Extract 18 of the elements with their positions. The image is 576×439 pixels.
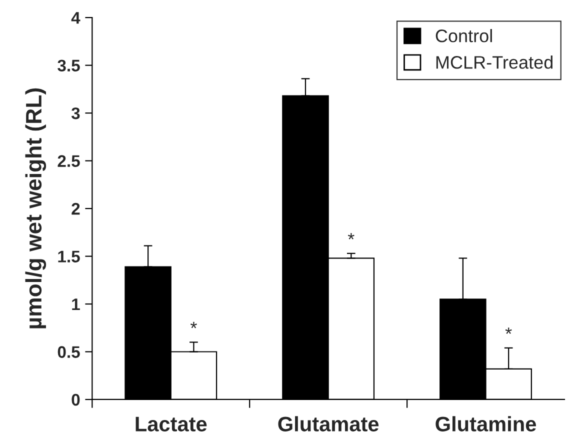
x-tick-label: Glutamine — [436, 416, 536, 432]
x-tick-label: Glutamate — [278, 416, 379, 432]
annotation: * — [348, 233, 354, 240]
y-tick-label: 4 — [71, 12, 80, 24]
y-tick-label: 2.5 — [58, 155, 80, 167]
legend-label: Control — [436, 29, 492, 42]
annotation: * — [190, 322, 197, 328]
y-axis-title: µmol/g wet weight (RL) — [25, 88, 46, 328]
annotation: * — [505, 328, 512, 334]
y-tick-label: 1 — [72, 298, 80, 310]
y-tick-label: 3 — [71, 107, 80, 120]
y-tick-label: 0.5 — [58, 346, 80, 358]
y-tick-label: 1.5 — [58, 250, 80, 262]
y-tick-label: 2 — [72, 202, 80, 215]
x-tick-label: Lactate — [136, 416, 207, 432]
y-tick-label: 0 — [72, 394, 80, 406]
legend-label: MCLR-Treated — [436, 56, 552, 69]
y-tick-label: 3.5 — [58, 60, 80, 72]
